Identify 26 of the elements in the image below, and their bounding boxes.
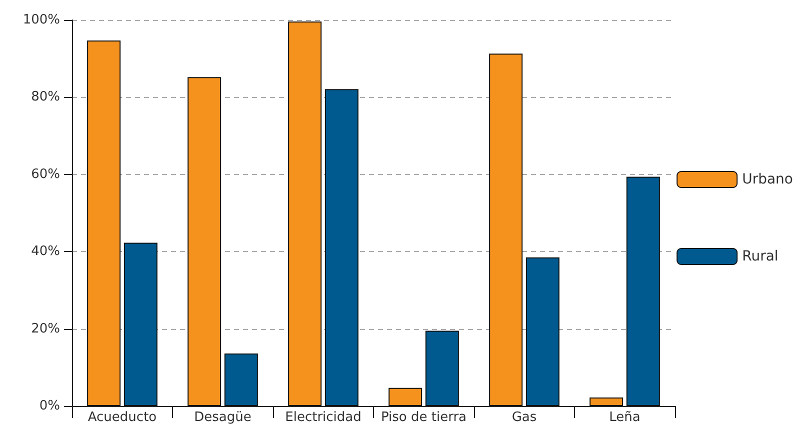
legend-label: Rural <box>742 248 778 264</box>
x-tick-label: Acueducto <box>88 410 157 425</box>
bar <box>124 242 158 406</box>
bar <box>188 77 222 406</box>
y-tick-label: 60% <box>31 166 60 182</box>
bar <box>388 388 422 406</box>
y-tick-label: 0% <box>39 398 60 414</box>
bar <box>590 398 624 406</box>
y-tick-label: 80% <box>31 90 60 105</box>
x-tick-label: Electricidad <box>285 410 362 425</box>
bar <box>489 54 523 406</box>
bar <box>324 89 358 406</box>
bar <box>425 330 459 406</box>
bar <box>626 176 660 406</box>
bar <box>87 40 121 406</box>
bar <box>224 354 258 406</box>
x-tick-label: Leña <box>609 410 640 425</box>
x-tick-label: Desagüe <box>194 410 252 425</box>
y-tick-label: 100% <box>22 12 60 28</box>
x-tick-label: Piso de tierra <box>380 410 467 425</box>
y-tick-label: 20% <box>31 321 60 336</box>
legend-label: Urbano <box>742 172 794 188</box>
bar <box>526 257 560 406</box>
y-tick-label: 40% <box>31 244 60 260</box>
x-tick-label: Gas <box>512 410 537 425</box>
bar <box>288 22 322 406</box>
